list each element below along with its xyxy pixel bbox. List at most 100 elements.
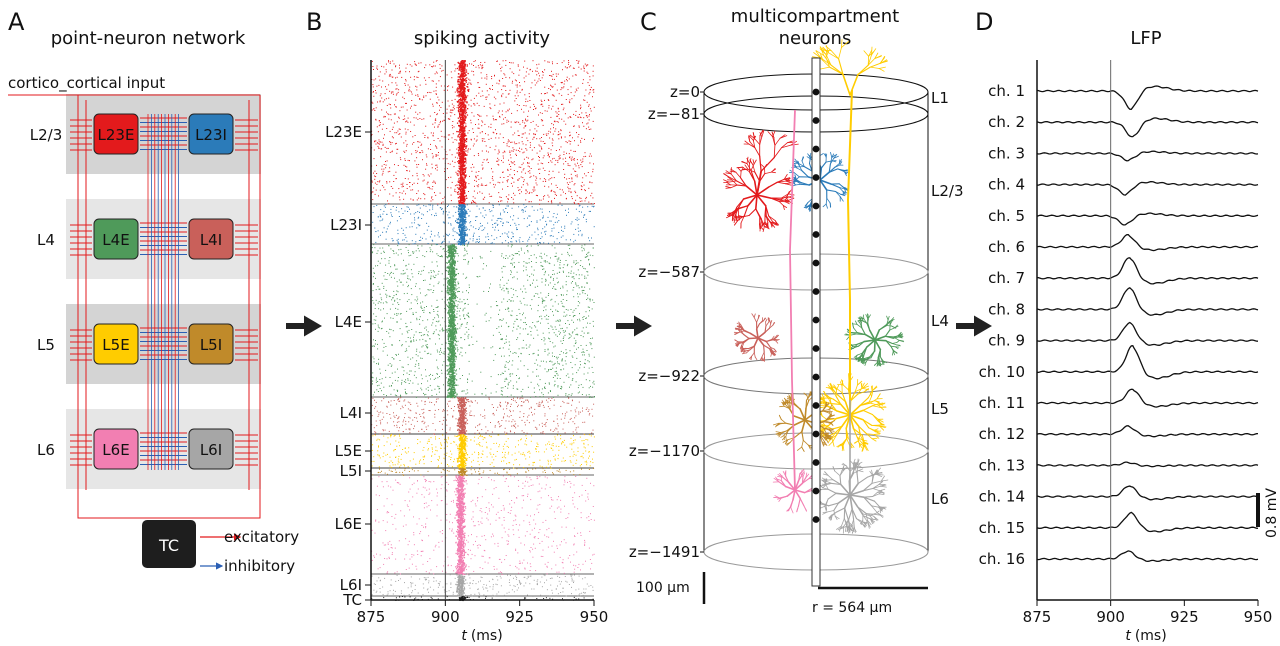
- spike-L23I: [378, 236, 379, 238]
- spike-L4E: [468, 286, 470, 288]
- spike-L4E: [466, 276, 468, 278]
- spike-L23E: [563, 83, 565, 85]
- spike-L23E: [523, 158, 525, 160]
- spike-burst-L23E: [465, 135, 467, 137]
- spike-L4E: [463, 255, 465, 257]
- spike-L23E: [510, 62, 512, 64]
- spike-L23E: [517, 84, 518, 86]
- spike-burst-L23E: [460, 141, 462, 144]
- spike-L23E: [585, 198, 587, 200]
- spike-L23E: [382, 101, 384, 103]
- spike-L23E: [436, 113, 438, 115]
- spike-L23E: [563, 120, 565, 122]
- spike-L23E: [391, 151, 393, 153]
- spike-burst-L23E: [462, 66, 464, 68]
- spike-L23E: [389, 193, 391, 195]
- spike-L23I: [557, 204, 559, 206]
- spike-L23I: [487, 233, 489, 235]
- spike-L23E: [454, 91, 456, 93]
- spike-burst-L23E: [460, 62, 462, 64]
- spike-L23E: [378, 75, 380, 77]
- spike-L4E: [571, 393, 573, 395]
- raster-spikes: [371, 60, 595, 602]
- spike-L4E: [417, 383, 419, 385]
- spike-burst-L23E: [460, 70, 462, 72]
- spike-L23E: [569, 181, 571, 183]
- spike-burst-L23E: [461, 166, 463, 168]
- spike-L23E: [383, 164, 385, 165]
- spike-L23E: [374, 141, 376, 143]
- spike-L23I: [493, 243, 495, 245]
- spike-L23E: [564, 136, 566, 138]
- spike-L23E: [567, 93, 569, 95]
- spike-L23I: [428, 204, 430, 206]
- spike-L23E: [519, 69, 521, 71]
- pop-label-L6I: L6I: [200, 441, 222, 459]
- spike-L23E: [378, 139, 380, 141]
- spike-L23E: [551, 123, 553, 125]
- spike-L23E: [592, 75, 594, 77]
- spike-L4E: [509, 360, 510, 362]
- spike-L4E: [513, 262, 515, 264]
- spike-L4E: [556, 335, 558, 337]
- spike-L23E: [389, 130, 391, 132]
- spike-L23I: [542, 215, 544, 217]
- spike-L4E: [437, 314, 439, 316]
- spike-L4E: [415, 377, 417, 379]
- spike-L4E: [437, 306, 439, 307]
- spike-burst-L23I: [457, 222, 459, 224]
- spike-L23E: [577, 116, 579, 118]
- spike-L4E: [522, 314, 523, 316]
- spike-L23E: [481, 192, 483, 194]
- spike-L23E: [405, 67, 407, 69]
- spike-L23E: [451, 125, 453, 126]
- spike-L23E: [389, 151, 391, 153]
- spike-L23E: [470, 138, 472, 140]
- spike-L23E: [432, 103, 434, 105]
- spike-L4E: [438, 270, 440, 272]
- spike-L23E: [411, 65, 413, 67]
- spike-burst-L23E: [465, 106, 467, 108]
- spike-L23I: [505, 207, 507, 209]
- spike-L23E: [511, 177, 513, 178]
- spike-L23E: [488, 126, 490, 128]
- spike-L23E: [402, 96, 404, 98]
- spike-L4E: [460, 351, 462, 353]
- spike-L23E: [406, 170, 408, 172]
- spike-L23E: [449, 134, 451, 136]
- spike-burst-L23E: [459, 188, 461, 190]
- spike-L4E: [561, 253, 563, 255]
- spike-L23E: [395, 99, 397, 101]
- spike-L23E: [551, 161, 553, 163]
- spike-L4E: [572, 373, 574, 375]
- spike-burst-L23E: [463, 145, 466, 147]
- spike-burst-L23E: [459, 83, 461, 86]
- spike-L23E: [375, 143, 377, 145]
- spike-burst-L23I: [462, 217, 464, 220]
- spike-L4E: [455, 285, 457, 287]
- spike-L23E: [552, 63, 553, 65]
- spike-L4E: [396, 268, 398, 270]
- spike-burst-L23E: [460, 103, 462, 105]
- spike-L23I: [501, 218, 503, 220]
- spike-L23E: [452, 121, 454, 122]
- spike-L23E: [519, 91, 521, 93]
- spike-L23E: [550, 75, 552, 77]
- spike-burst-L23E: [459, 76, 461, 79]
- spike-burst-L23E: [463, 105, 465, 108]
- spike-L23E: [416, 193, 418, 194]
- spike-L4E: [375, 315, 377, 317]
- spike-L4E: [517, 337, 519, 339]
- spike-burst-L23E: [466, 138, 468, 140]
- spike-L23I: [513, 215, 515, 217]
- spike-L23E: [379, 189, 381, 191]
- spike-L4E: [559, 259, 561, 261]
- spike-L23I: [539, 242, 540, 243]
- spike-L23E: [558, 171, 560, 173]
- spike-L4E: [437, 310, 439, 312]
- spike-L23E: [454, 139, 456, 141]
- spike-L23E: [386, 181, 388, 183]
- spike-L23E: [455, 171, 457, 173]
- spike-L23E: [435, 118, 437, 120]
- spike-L4E: [563, 352, 564, 354]
